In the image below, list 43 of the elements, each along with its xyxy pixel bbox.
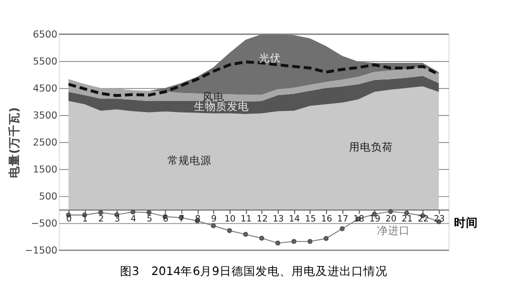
point [291, 238, 296, 244]
x-tick-label: 17 [337, 214, 348, 225]
x-tick-label: 9 [211, 214, 217, 225]
x-tick-label: 10 [224, 214, 236, 225]
x-tick-label: 3 [114, 214, 120, 225]
y-tick-label: 2500 [32, 137, 58, 148]
point [259, 236, 264, 241]
x-axis-title: 时间 [454, 215, 478, 230]
x-tick-label: 11 [240, 214, 252, 225]
point [243, 232, 248, 237]
x-tick-label: 2 [98, 214, 104, 225]
text: 图3 2014年6月9日德国发电、用电及进出口情况 [120, 264, 388, 278]
point [340, 226, 345, 232]
x-tick-label: 12 [256, 214, 268, 225]
point [210, 223, 216, 228]
series-label: 光伏 [258, 51, 281, 64]
point [308, 238, 313, 244]
x-tick-label: 14 [288, 214, 300, 225]
x-tick-label: 18 [353, 214, 364, 225]
y-tick-label: 1500 [32, 164, 58, 176]
point [324, 236, 329, 241]
y-tick-label: 4500 [32, 83, 58, 94]
x-tick-label: 22 [418, 214, 429, 225]
x-tick-label: 4 [130, 214, 137, 225]
x-tick-label: 19 [369, 214, 380, 225]
series-label: 净进口 [377, 224, 410, 238]
y-axis-title: 电量(万千瓦) [7, 107, 22, 178]
x-tick-label: 1 [82, 214, 88, 225]
x-tick-label: 20 [385, 214, 397, 225]
y-tick-label: −1500 [24, 245, 58, 256]
x-tick-label: 13 [272, 214, 284, 225]
y-tick-label: 5500 [32, 56, 58, 68]
x-tick-label: 16 [321, 214, 332, 225]
y-tick-label: 3500 [32, 110, 58, 122]
x-tick-label: 0 [66, 214, 72, 225]
x-tick-label: 21 [402, 214, 413, 225]
y-tick-label: 6500 [32, 29, 58, 40]
point [227, 228, 232, 234]
x-tick-label: 5 [146, 214, 152, 225]
y-tick-label: 500 [39, 191, 58, 202]
y-tick-label: −500 [30, 218, 58, 230]
x-tick-label: 15 [304, 214, 316, 225]
point [275, 240, 280, 246]
